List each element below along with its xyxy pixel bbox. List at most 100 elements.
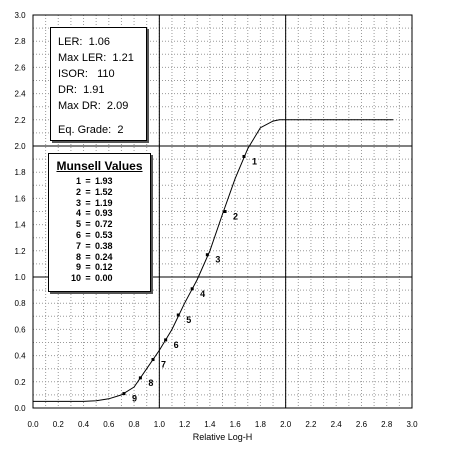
munsell-row: 4 = 0.93 xyxy=(49,208,150,219)
equals-sign: = xyxy=(85,197,91,208)
x-tick-label: 1.8 xyxy=(255,420,267,429)
equals-sign: = xyxy=(85,229,91,240)
data-point xyxy=(151,358,155,362)
munsell-value: 0.12 xyxy=(95,262,113,273)
munsell-step: 3 xyxy=(75,197,81,208)
stat-value: 2 xyxy=(117,124,124,136)
point-label: 7 xyxy=(161,360,166,370)
point-label: 6 xyxy=(174,340,179,350)
y-tick-label: 1.6 xyxy=(14,194,26,203)
x-tick-label: 2.0 xyxy=(280,420,292,429)
x-tick-label: 0.6 xyxy=(103,420,115,429)
munsell-value: 1.52 xyxy=(95,186,113,197)
x-tick-label: 1.6 xyxy=(230,420,242,429)
stat-value: 1.06 xyxy=(88,36,111,48)
data-point xyxy=(205,253,209,257)
x-tick-label: 2.8 xyxy=(381,420,393,429)
x-tick-label: 2.4 xyxy=(331,420,343,429)
stat-max-dr: Max DR: 2.09 xyxy=(58,98,146,114)
munsell-value: 0.93 xyxy=(95,208,113,219)
x-tick-label: 0.0 xyxy=(27,420,39,429)
munsell-row: 7 = 0.38 xyxy=(49,241,150,252)
y-tick-label: 3.0 xyxy=(14,11,26,20)
curve-layer xyxy=(33,119,394,402)
stats-panel: LER: 1.06 Max LER: 1.21 ISOR: 110 DR: 1.… xyxy=(50,27,147,141)
munsell-step: 7 xyxy=(75,240,81,251)
munsell-row: 5 = 0.72 xyxy=(49,219,150,230)
y-tick-label: 2.2 xyxy=(14,116,26,125)
point-label: 3 xyxy=(215,255,220,265)
stat-isor: ISOR: 110 xyxy=(58,66,146,82)
stat-label: Max DR: xyxy=(58,100,101,112)
y-tick-label: 2.4 xyxy=(14,90,26,99)
equals-sign: = xyxy=(85,262,91,273)
point-label: 9 xyxy=(132,394,137,404)
x-tick-label: 1.2 xyxy=(179,420,191,429)
munsell-step: 10 xyxy=(70,273,81,284)
stat-label: Max LER: xyxy=(58,52,107,64)
point-label: 4 xyxy=(200,289,205,299)
stat-label: Eq. Grade: xyxy=(58,124,112,136)
equals-sign: = xyxy=(85,273,91,284)
data-point xyxy=(164,338,168,342)
x-tick-label: 2.6 xyxy=(356,420,368,429)
equals-sign: = xyxy=(85,240,91,251)
stat-max-ler: Max LER: 1.21 xyxy=(58,50,146,66)
stat-ler: LER: 1.06 xyxy=(58,34,146,50)
munsell-value: 0.00 xyxy=(95,273,113,284)
point-layer: 1 2 3 4 5 678 9 xyxy=(122,154,257,404)
equals-sign: = xyxy=(85,251,91,262)
x-tick-label: 3.0 xyxy=(406,420,418,429)
munsell-row: 6 = 0.53 xyxy=(49,230,150,241)
munsell-step: 9 xyxy=(75,262,81,273)
munsell-panel: Munsell Values 1 = 1.93 2 = 1.52 3 = 1.19 4 = 0.93 5… xyxy=(48,153,151,292)
data-point xyxy=(176,313,180,317)
equals-sign: = xyxy=(85,176,91,186)
y-tick-label: 0.8 xyxy=(14,299,26,308)
stat-value: 1.91 xyxy=(83,84,105,96)
munsell-row: 3 = 1.19 xyxy=(49,198,150,209)
stat-dr: DR: 1.91 xyxy=(58,82,146,98)
data-point xyxy=(242,154,246,158)
x-tick-label: 0.2 xyxy=(53,420,65,429)
stat-value: 1.21 xyxy=(112,52,134,64)
plot-frame xyxy=(32,14,413,409)
munsell-step: 2 xyxy=(75,186,81,197)
munsell-step: 4 xyxy=(75,208,81,219)
equals-sign: = xyxy=(85,208,91,219)
y-tick-label: 2.6 xyxy=(14,63,26,72)
munsell-row: 8 = 0.24 xyxy=(49,252,150,263)
munsell-value: 1.19 xyxy=(95,197,113,208)
munsell-row: 1 = 1.93 xyxy=(49,176,150,187)
munsell-value: 0.72 xyxy=(95,219,113,230)
data-point xyxy=(190,287,194,291)
munsell-value: 1.93 xyxy=(95,176,113,186)
munsell-value: 0.38 xyxy=(95,240,113,251)
y-tick-label: 0.0 xyxy=(14,404,26,413)
munsell-step: 5 xyxy=(75,219,81,230)
data-point xyxy=(122,392,126,396)
stat-value: 110 xyxy=(97,68,115,80)
density-curve xyxy=(33,119,394,402)
equals-sign: = xyxy=(85,219,91,230)
data-point xyxy=(138,376,142,380)
y-tick-label: 0.6 xyxy=(14,325,26,334)
y-tick-label: 0.2 xyxy=(14,378,26,387)
y-tick-label: 1.8 xyxy=(14,168,26,177)
y-tick-label: 0.4 xyxy=(14,352,26,361)
munsell-row: 9 = 0.12 xyxy=(49,262,150,273)
x-tick-label: 0.4 xyxy=(78,420,90,429)
equals-sign: = xyxy=(85,186,91,197)
y-tick-label: 2.8 xyxy=(14,37,26,46)
x-axis-title: Relative Log-H xyxy=(193,432,253,442)
y-tick-label: 2.0 xyxy=(14,142,26,151)
munsell-row: 10 = 0.00 xyxy=(49,273,150,284)
stat-eq-grade: Eq. Grade: 2 xyxy=(58,122,146,138)
tick-labels: 0.0 0.2 0.4 0.6 0.8 1.0 1.2 1.4 1.6 1.8 2.0 2.2 2.4 2… xyxy=(14,11,418,429)
munsell-row: 2 = 1.52 xyxy=(49,187,150,198)
point-label: 5 xyxy=(186,315,191,325)
munsell-step: 8 xyxy=(75,251,81,262)
x-tick-label: 1.0 xyxy=(154,420,166,429)
stat-label: LER: xyxy=(58,36,83,48)
